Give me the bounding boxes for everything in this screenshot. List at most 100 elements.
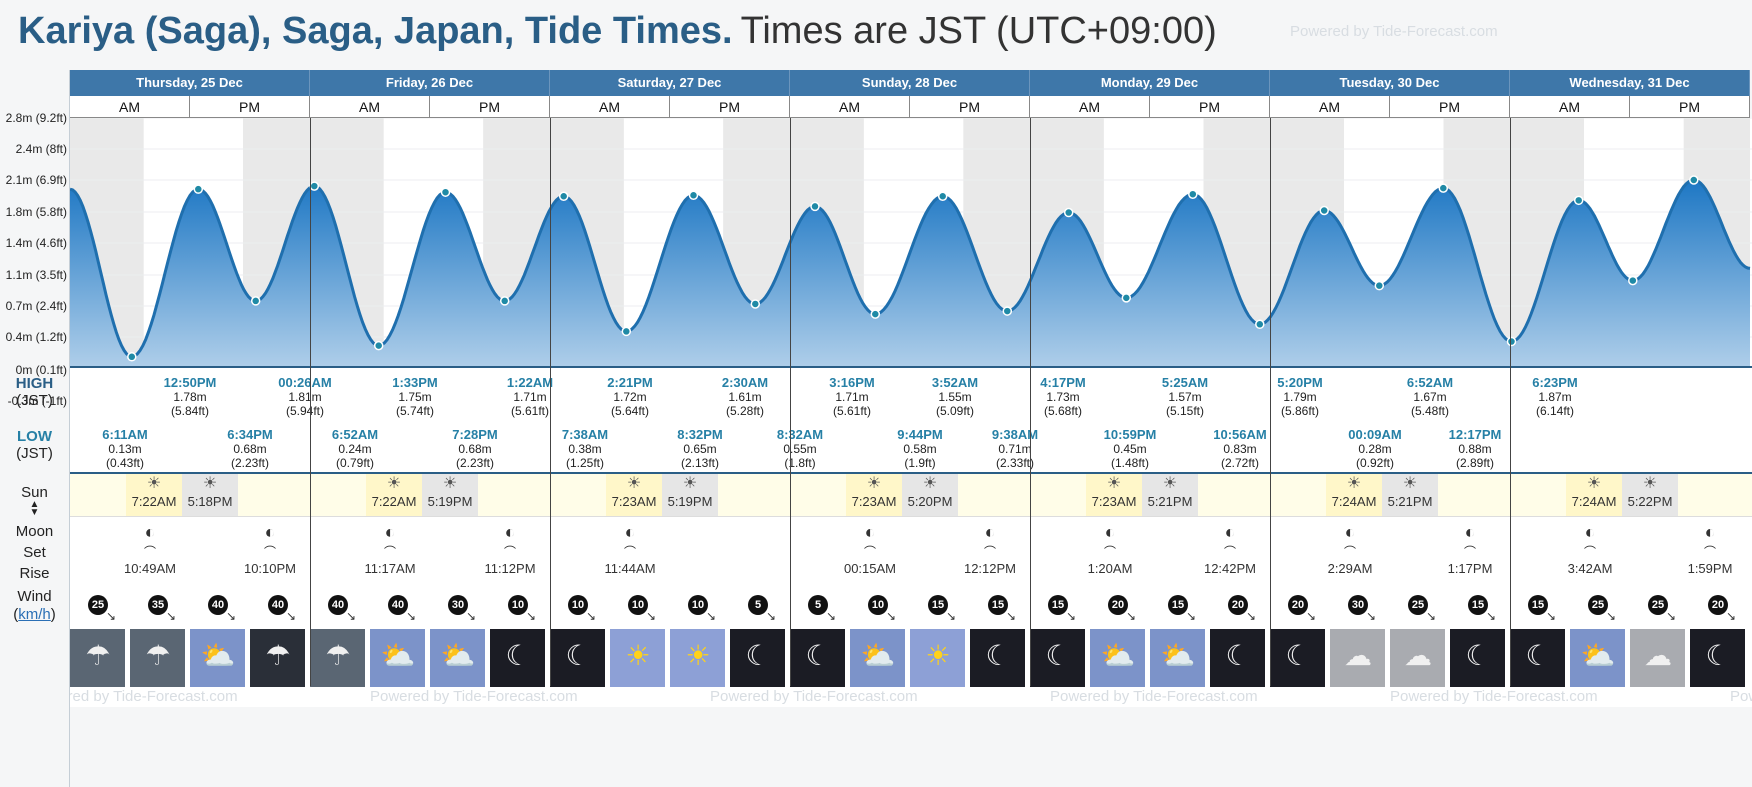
tide-point	[1319, 205, 1329, 216]
sunset-cell: ☀ 5:21PM	[1142, 474, 1198, 516]
cloudy-weather-icon: ☁	[1390, 629, 1446, 687]
high-tide-time: 4:17PM	[1040, 375, 1086, 390]
day-header[interactable]: Monday, 29 Dec	[1030, 70, 1270, 96]
partly-sunny-glyph: ⛅	[440, 640, 476, 671]
footer-powered-by: Powered by Tide-Forecast.com	[1730, 688, 1752, 705]
moonset-icon: ⌒	[383, 545, 396, 559]
day-header[interactable]: Wednesday, 31 Dec	[1510, 70, 1750, 96]
wind-arrow-icon: ↘	[106, 609, 117, 623]
sunset-icon: ☀	[682, 475, 698, 492]
wind-unit-link[interactable]: km/h	[18, 606, 51, 623]
footer-powered-by: Powered by Tide-Forecast.com	[1050, 688, 1258, 705]
low-tide-feet: (0.43ft)	[105, 456, 144, 470]
low-tide-feet: (2.89ft)	[1455, 456, 1494, 470]
wind-speed-badge: 15	[1528, 595, 1548, 615]
rain-night-glyph: ☂	[265, 640, 291, 671]
high-tide-feet: (5.64ft)	[610, 404, 649, 418]
partly-sunny-glyph: ⛅	[200, 640, 236, 671]
wind-speed-badge: 35	[148, 595, 168, 615]
partly-moon-weather-icon: ☾	[1690, 629, 1746, 687]
page-title: Kariya (Saga), Saga, Japan, Tide Times. T…	[18, 10, 1217, 53]
pm-label: PM	[1150, 96, 1270, 118]
tide-point	[1255, 319, 1265, 330]
tide-point	[373, 340, 384, 351]
low-tide-meters: 0.13m	[108, 442, 142, 456]
moon-phase-icon: ◐	[504, 522, 516, 542]
y-axis: 2.8m (9.2ft) 2.4m (8ft) 2.1m (6.9ft) 1.8m (…	[0, 111, 69, 436]
am-label: AM	[1510, 96, 1630, 118]
low-tide-entry: 9:44PM 0.58m (1.9ft)	[885, 428, 955, 471]
moonset-cell: ◐ ⌒ 00:15AM	[835, 521, 905, 576]
sunrise-time: 7:24AM	[1571, 494, 1617, 509]
high-tide-entry: 4:17PM 1.73m (5.68ft)	[1028, 375, 1098, 419]
moonset-icon: ⌒	[623, 545, 636, 559]
partly-moon-weather-icon: ☾	[490, 629, 546, 687]
tide-point	[810, 201, 820, 212]
wind-cell: 35 ↘	[130, 585, 186, 629]
wind-cell: 30 ↘	[430, 585, 486, 629]
tide-point	[499, 296, 510, 306]
wind-cell: 20 ↘	[1270, 585, 1326, 629]
moonrise-cell: ◐ ⌒ 1:17PM	[1435, 521, 1505, 576]
am-label: AM	[1030, 96, 1150, 118]
moon-set-label: Set	[23, 544, 46, 561]
wind-cell: 40 ↘	[250, 585, 306, 629]
moonset-time: 1:20AM	[1087, 561, 1133, 576]
moonset-icon: ⌒	[1583, 545, 1596, 559]
day-header[interactable]: Saturday, 27 Dec	[550, 70, 790, 96]
wind-arrow-icon: ↘	[1306, 609, 1317, 623]
partly-moon-weather-icon: ☾	[1030, 629, 1086, 687]
powered-by-watermark: Powered by Tide-Forecast.com	[1290, 23, 1498, 40]
tide-point	[870, 309, 881, 319]
wind-arrow-icon: ↘	[946, 609, 957, 623]
low-tide-entry: 00:09AM 0.28m (0.92ft)	[1340, 427, 1410, 471]
low-tide-time: 10:59PM	[1103, 427, 1157, 442]
high-tide-entry: 1:33PM 1.75m (5.74ft)	[380, 376, 450, 419]
low-tide-feet: (0.92ft)	[1355, 456, 1394, 470]
day-header[interactable]: Thursday, 25 Dec	[70, 70, 310, 96]
high-tide-feet: (6.14ft)	[1535, 404, 1574, 418]
y-axis-label: 0m (0.1ft)	[15, 363, 67, 377]
moonrise-cell: ◐ ⌒ 12:42PM	[1195, 521, 1265, 576]
high-tide-entry: 1:22AM 1.71m (5.61ft)	[495, 376, 565, 419]
moonset-icon: ⌒	[863, 545, 876, 559]
y-axis-label: 2.1m (6.9ft)	[5, 173, 67, 187]
moonrise-time: 1:59PM	[1687, 561, 1733, 576]
rain-glyph: ☂	[145, 640, 171, 671]
wind-arrow-icon: ↘	[826, 609, 837, 623]
sunrise-time: 7:23AM	[1091, 494, 1137, 509]
high-tide-meters: 1.67m	[1413, 390, 1447, 404]
day-header[interactable]: Tuesday, 30 Dec	[1270, 70, 1510, 96]
partly-moon-weather-icon: ☾	[790, 629, 846, 687]
high-tide-feet: (5.94ft)	[285, 404, 324, 418]
high-tide-entry: 12:50PM 1.78m (5.84ft)	[155, 376, 225, 419]
low-tide-feet: (1.9ft)	[904, 456, 936, 470]
moonset-cell: ◐ ⌒ 3:42AM	[1555, 521, 1625, 576]
tide-point	[1506, 336, 1517, 347]
low-tide-time: 00:09AM	[1348, 427, 1402, 442]
moon-phase-icon: ◐	[864, 522, 876, 542]
low-tide-meters: 0.83m	[1223, 442, 1257, 456]
wind-cell: 25 ↘	[1390, 585, 1446, 629]
low-tide-feet: (1.8ft)	[784, 456, 816, 470]
sunrise-icon: ☀	[386, 475, 402, 492]
day-header[interactable]: Friday, 26 Dec	[310, 70, 550, 96]
wind-speed-badge: 20	[1228, 595, 1248, 615]
sunny-glyph: ☀	[925, 640, 951, 671]
wind-speed-badge: 15	[1168, 595, 1188, 615]
wind-speed-badge: 40	[328, 595, 348, 615]
high-tz-label: (JST)	[16, 392, 53, 409]
low-tide-time: 6:11AM	[102, 427, 148, 442]
wind-arrow-icon: ↘	[1666, 609, 1677, 623]
high-tide-feet: (5.48ft)	[1410, 404, 1449, 418]
sunset-time: 5:20PM	[907, 494, 953, 509]
moonset-time: 10:49AM	[123, 561, 177, 576]
sunrise-time: 7:22AM	[371, 494, 417, 509]
partly-moon-glyph: ☾	[1525, 640, 1551, 671]
day-header[interactable]: Sunday, 28 Dec	[790, 70, 1030, 96]
sunrise-icon: ☀	[626, 475, 642, 492]
sunset-cell: ☀ 5:21PM	[1382, 474, 1438, 516]
high-tide-meters: 1.72m	[613, 390, 647, 404]
partly-sunny-weather-icon: ⛅	[1150, 629, 1206, 687]
low-tide-feet: (2.72ft)	[1220, 456, 1259, 470]
